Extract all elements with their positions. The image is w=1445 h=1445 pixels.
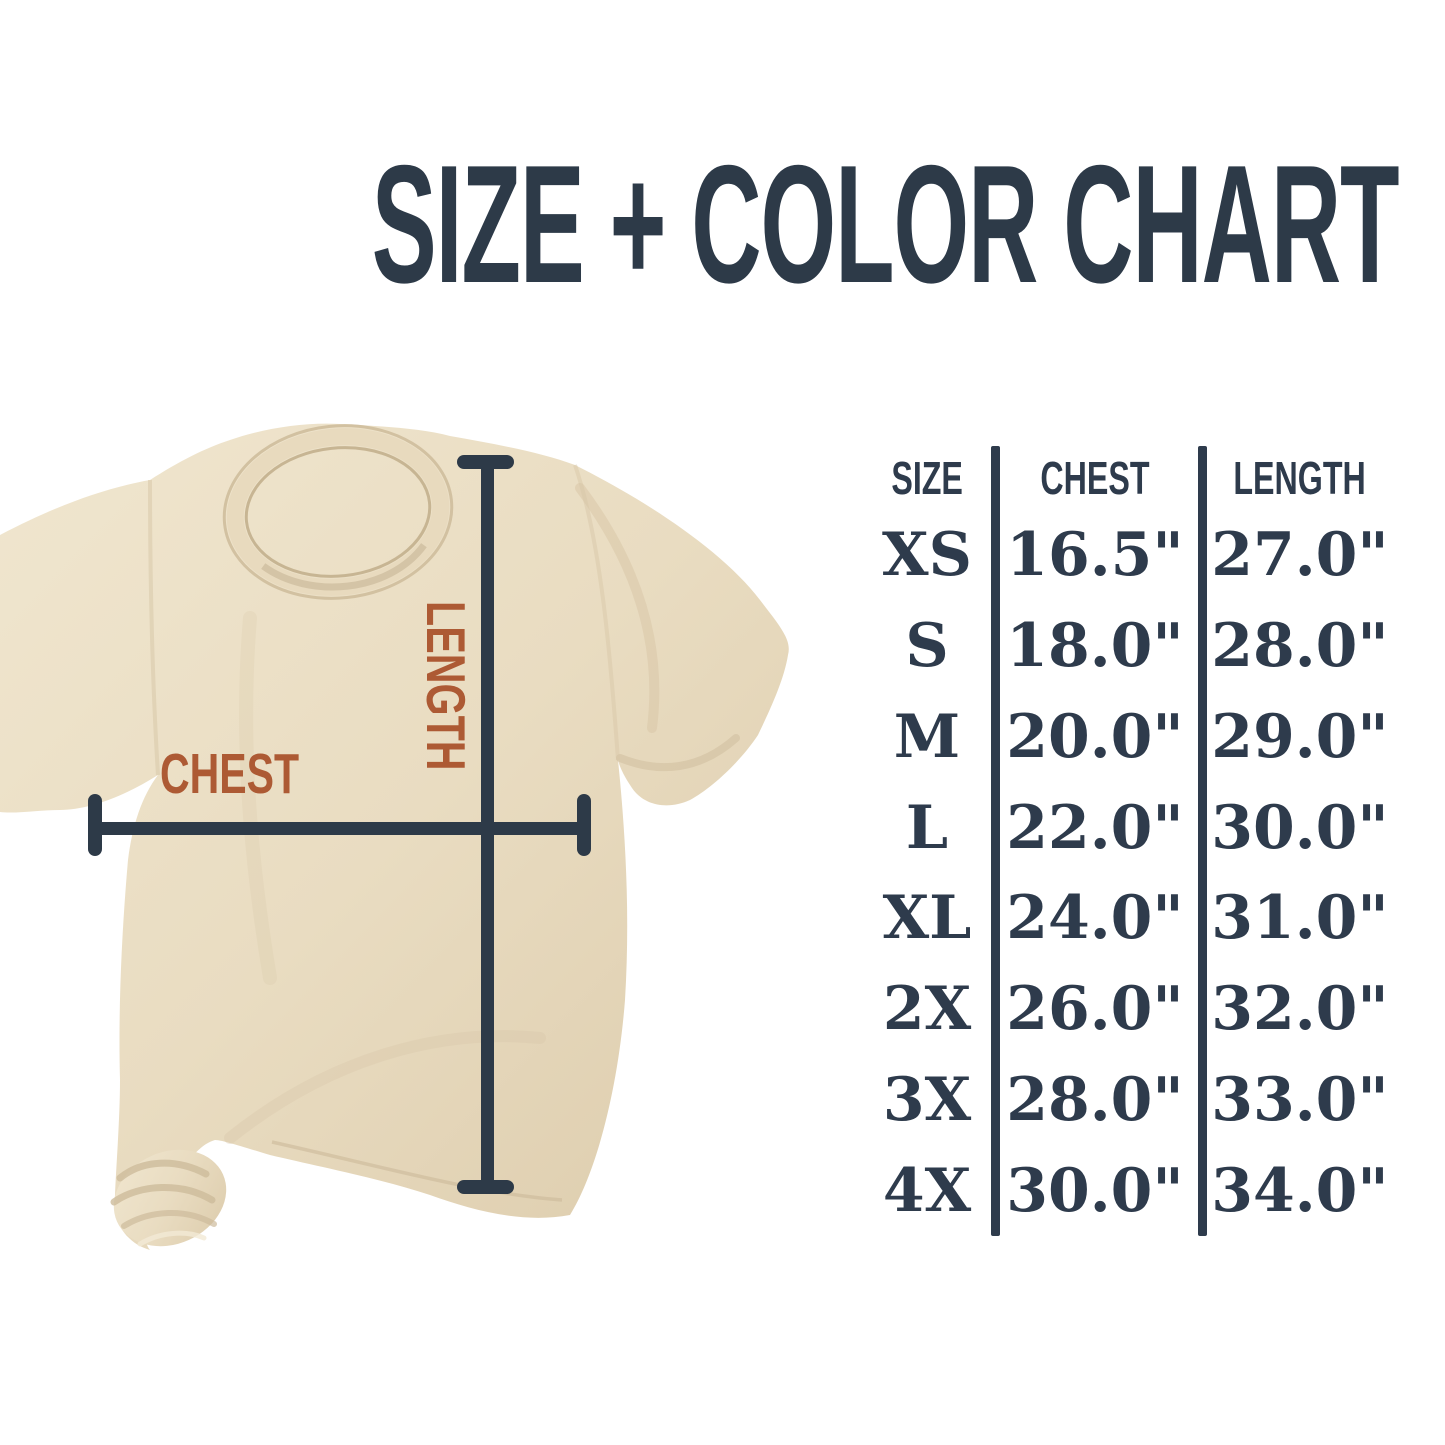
chest-value: 28.0" [1006,1064,1184,1135]
length-line-top-cap [457,455,514,469]
chest-value: 30.0" [1006,1155,1184,1226]
chest-value: 22.0" [1006,792,1184,863]
length-value: 29.0" [1211,701,1389,772]
chest-value: 20.0" [1006,701,1184,772]
tshirt-collar [222,424,454,600]
chest-line [94,822,590,835]
size-value: XS [882,520,972,591]
chest-value: 18.0" [1006,611,1184,682]
size-value: XL [882,883,972,954]
size-chart-grid: SIZE CHEST LENGTH XS 16.5" 27.0" S 18.0"… [862,446,1402,1236]
length-label: LENGTH [415,601,477,771]
size-value: M [893,701,961,772]
size-value: 2X [882,974,972,1045]
chest-line-left-cap [88,794,102,856]
column-header-chest: CHEST [1040,452,1150,504]
length-value: 33.0" [1211,1064,1389,1135]
tshirt-body [0,423,789,1251]
tshirt-illustration [0,423,789,1251]
table-divider [991,446,1000,1236]
size-chart-table: SIZE CHEST LENGTH XS 16.5" 27.0" S 18.0"… [862,446,1402,1236]
length-value: 30.0" [1211,792,1389,863]
size-value: L [905,792,949,863]
page-title-wrap: SIZE + COLOR CHART [0,140,1445,308]
length-line-bottom-cap [457,1180,514,1194]
length-value: 34.0" [1211,1155,1389,1226]
chest-line-right-cap [577,794,591,856]
length-value: 27.0" [1211,520,1389,591]
page-title: SIZE + COLOR CHART [371,130,1400,318]
size-value: 4X [882,1155,972,1226]
column-header-length: LENGTH [1233,452,1367,504]
chest-value: 26.0" [1006,974,1184,1045]
table-divider [1198,446,1207,1236]
size-value: 3X [882,1064,972,1135]
chest-value: 16.5" [1006,520,1184,591]
length-value: 32.0" [1211,974,1389,1045]
size-value: S [905,611,949,682]
column-header-size: SIZE [891,452,963,504]
tshirt-knot [110,1149,227,1247]
chest-label: CHEST [160,742,300,806]
chest-value: 24.0" [1006,883,1184,954]
length-value: 28.0" [1211,611,1389,682]
length-value: 31.0" [1211,883,1389,954]
